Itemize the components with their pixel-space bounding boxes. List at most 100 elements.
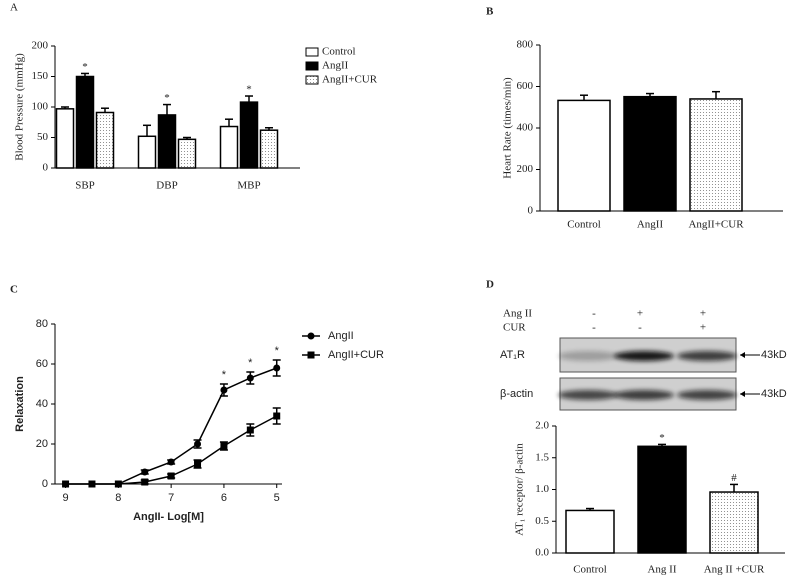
y-tick-label: 1.0: [535, 483, 549, 495]
panel-label: A: [10, 2, 18, 14]
y-axis-label: Heart Rate (times/min): [502, 77, 514, 179]
x-tick-label: 8: [115, 492, 121, 504]
legend-swatch: [305, 61, 319, 71]
legend-label: Control: [322, 46, 356, 58]
treatment-mark: +: [637, 308, 643, 320]
significance: *: [248, 357, 253, 369]
significance: #: [731, 472, 737, 484]
significance: *: [164, 92, 170, 104]
panel-label: D: [486, 279, 494, 291]
arrow-head: [740, 352, 745, 358]
marker: [220, 386, 228, 394]
band-size: 43kD: [761, 349, 787, 361]
y-tick-label: 400: [517, 122, 534, 134]
y-tick-label: 20: [36, 438, 48, 450]
band-label: β-actin: [500, 388, 533, 400]
bar: [623, 95, 677, 212]
x-axis-label: AngII- Log[M]: [133, 511, 204, 523]
y-tick-label: 0: [528, 205, 534, 217]
marker: [141, 478, 149, 486]
treatment-label: CUR: [503, 322, 526, 334]
treatment-mark: -: [592, 322, 596, 334]
blot-band: [558, 390, 618, 400]
treatment-label: Ang II: [503, 308, 532, 320]
x-tick-label: Control: [573, 564, 607, 576]
bar: [137, 135, 157, 169]
y-tick-label: 1.5: [535, 451, 549, 463]
marker: [273, 412, 281, 420]
significance: *: [222, 369, 227, 381]
marker: [167, 458, 175, 466]
treatment-mark: +: [700, 322, 706, 334]
treatment-mark: +: [700, 308, 706, 320]
y-tick-label: 60: [36, 358, 48, 370]
bar: [55, 108, 75, 169]
x-tick-label: 7: [168, 492, 174, 504]
marker: [273, 364, 281, 372]
marker: [88, 480, 96, 488]
y-axis-label: Relaxation: [14, 376, 26, 432]
panel-label: B: [486, 6, 494, 18]
blot-band: [614, 390, 674, 400]
x-tick-label: SBP: [75, 180, 95, 192]
significance: *: [82, 61, 88, 73]
blot-band: [677, 351, 737, 361]
marker: [141, 468, 149, 476]
x-tick-label: Ang II: [647, 564, 676, 576]
band-label: AT₁R: [500, 349, 525, 361]
x-tick-label: DBP: [156, 180, 177, 192]
bar: [157, 114, 177, 169]
y-tick-label: 40: [36, 398, 48, 410]
marker: [246, 374, 254, 382]
legend-marker: [307, 332, 315, 340]
y-axis-label: Blood Pressure (mmHg): [14, 53, 26, 161]
bar: [219, 125, 239, 169]
bar: [637, 445, 687, 554]
treatment-mark: -: [592, 308, 596, 320]
bar: [709, 491, 759, 554]
band-size: 43kD: [761, 388, 787, 400]
y-tick-label: 0.0: [535, 547, 549, 559]
legend-marker: [307, 351, 315, 359]
bar: [565, 509, 615, 554]
x-tick-label: Control: [567, 219, 601, 231]
marker: [194, 460, 202, 468]
x-tick-label: AngII: [637, 219, 664, 231]
x-tick-label: MBP: [237, 180, 260, 192]
y-tick-label: 2.0: [535, 420, 549, 432]
x-tick-label: Ang II +CUR: [704, 564, 765, 576]
y-tick-label: 0: [42, 478, 48, 490]
y-tick-label: 100: [32, 101, 49, 113]
marker: [62, 480, 70, 488]
legend-label: AngII+CUR: [328, 349, 384, 361]
blot-band: [558, 351, 618, 361]
y-axis-label: AT₁ receptor/ β-actin: [514, 443, 526, 536]
y-tick-label: 50: [37, 131, 49, 143]
marker: [114, 480, 122, 488]
panel-label: C: [10, 284, 18, 296]
bar: [689, 98, 743, 212]
y-tick-label: 200: [32, 40, 49, 52]
marker: [246, 426, 254, 434]
marker: [167, 472, 175, 480]
x-tick-label: 5: [274, 492, 280, 504]
bar: [177, 138, 197, 169]
legend-swatch: [305, 47, 319, 57]
legend-label: AngII: [328, 330, 354, 342]
series-line: [65, 367, 277, 485]
x-tick-label: AngII+CUR: [688, 219, 744, 231]
blot-band: [677, 390, 737, 400]
legend-swatch: [305, 75, 319, 85]
legend-label: AngII: [322, 60, 349, 72]
y-tick-label: 800: [517, 39, 534, 51]
y-tick-label: 150: [32, 70, 49, 82]
x-tick-label: 6: [221, 492, 227, 504]
marker: [194, 440, 202, 448]
marker: [220, 442, 228, 450]
treatment-mark: -: [638, 322, 642, 334]
bar: [259, 129, 279, 169]
arrow-head: [740, 391, 745, 397]
significance: *: [275, 345, 280, 357]
